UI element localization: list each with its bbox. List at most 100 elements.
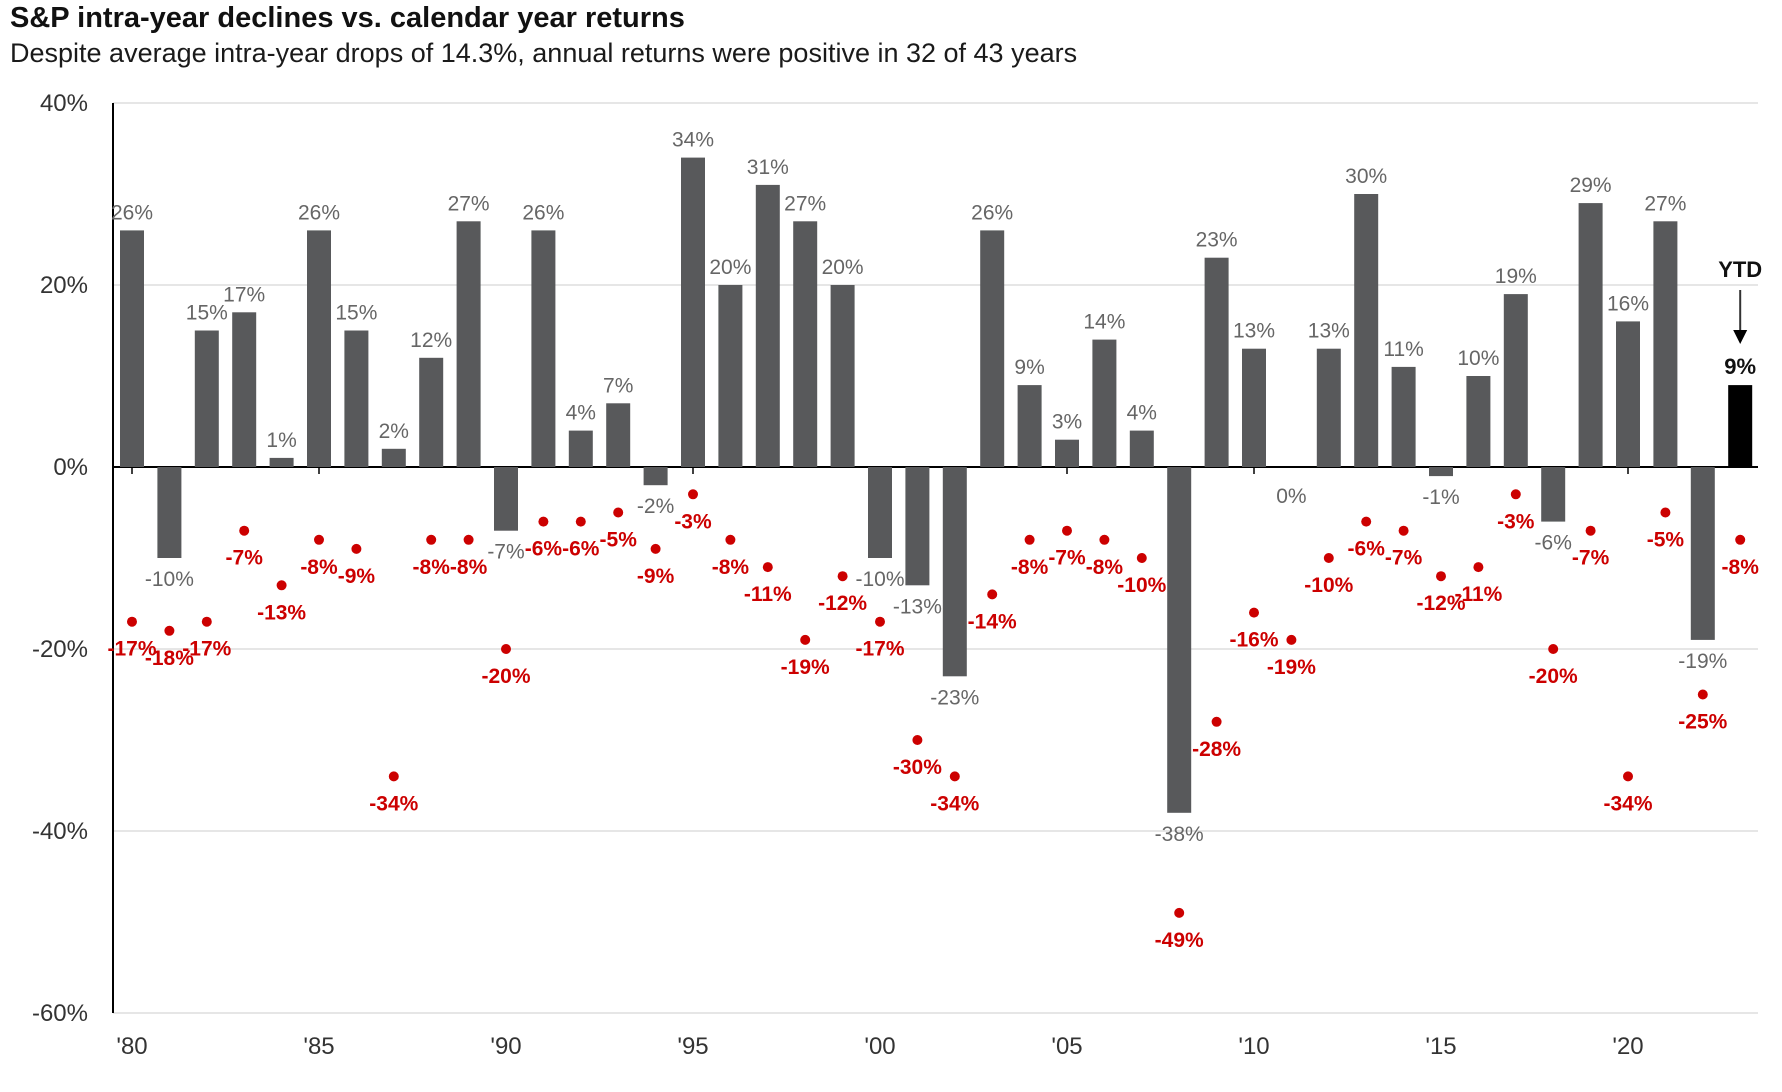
x-tick-label: '95 [677,1033,708,1060]
return-bar [1653,221,1678,467]
decline-dot [1286,634,1297,645]
return-bar [1316,348,1341,467]
ytd-value-label: 9% [1724,354,1756,379]
return-label: -10% [855,568,904,591]
return-bar [1728,385,1753,467]
decline-label: -16% [1229,629,1278,652]
decline-dot [575,516,586,527]
decline-label: -14% [968,610,1017,633]
decline-dot [1211,716,1222,727]
return-label: 10% [1457,347,1499,370]
ytd-annotation: YTD 9% [1718,257,1762,379]
decline-dot [1062,525,1072,536]
return-label: -2% [637,495,674,518]
ytd-label: YTD [1718,257,1762,282]
return-bar [1391,366,1416,467]
decline-label: -17% [182,638,231,661]
decline-label: -11% [744,583,792,606]
decline-dot [201,616,212,627]
return-label: 20% [822,256,864,279]
return-label: 15% [186,302,228,325]
return-bar [830,285,855,467]
decline-dot [1473,562,1484,573]
return-bar [494,467,518,531]
decline-dot [688,489,698,500]
return-bar [531,230,556,467]
decline-label: -7% [1048,547,1086,570]
decline-dot [800,634,811,645]
return-label: 14% [1083,311,1125,334]
return-bar [157,467,182,558]
return-label: 19% [1495,265,1537,288]
return-label: 9% [1014,356,1044,379]
decline-dot [1735,534,1746,545]
decline-dot [1361,516,1372,527]
decline-dot [1398,525,1409,536]
x-tick-label: '20 [1612,1033,1643,1060]
decline-dot [613,507,624,518]
return-bar [120,230,144,467]
return-bar [1429,467,1453,477]
return-bar [419,357,444,467]
return-label: 26% [111,201,153,224]
x-tick-label: '00 [864,1033,895,1060]
decline-label: -6% [562,538,600,561]
return-label: 12% [410,329,452,352]
decline-label: -30% [893,756,942,779]
return-label: 15% [335,302,377,325]
return-bar [1055,439,1079,467]
return-label: 26% [522,201,564,224]
return-label: -6% [1535,532,1572,555]
gridlines [113,102,1758,1014]
return-label: 7% [603,374,633,397]
decline-label: -10% [1117,574,1166,597]
return-bar [1017,385,1042,467]
decline-dot [1510,489,1521,500]
decline-label: -28% [1192,738,1241,761]
decline-dot [1099,534,1110,545]
decline-dot [837,571,848,582]
return-bar [1541,467,1566,522]
return-bar [868,467,892,558]
decline-dot [1660,507,1671,518]
return-bar [381,448,406,467]
ytd-arrow-head [1733,330,1748,344]
decline-label: -9% [637,565,675,588]
return-bar [643,467,668,486]
return-bar [344,330,369,467]
decline-dot [1249,607,1259,618]
decline-label: -6% [525,538,563,561]
decline-label: -7% [226,547,264,570]
return-bar [980,230,1005,467]
decline-label: -8% [712,556,750,579]
return-label: -19% [1678,650,1727,673]
decline-label: -19% [1267,656,1316,679]
decline-label: -20% [481,665,530,688]
return-label: 11% [1383,338,1423,361]
decline-dot [426,534,437,545]
decline-dot [538,516,549,527]
return-bar [1578,203,1603,467]
decline-label: -5% [1647,529,1685,552]
decline-label: -7% [1572,547,1610,570]
x-tick-label: '80 [116,1033,147,1060]
return-label: 2% [379,420,409,443]
return-bar [1354,194,1379,467]
decline-label: -6% [1348,538,1386,561]
decline-label: -8% [450,556,488,579]
return-label: 23% [1196,229,1238,252]
y-tick-label: -40% [32,818,88,845]
data-labels: 26%-10%15%17%1%26%15%2%12%27%-7%26%4%7%-… [107,129,1759,952]
return-bar [568,430,593,467]
decline-label: -11% [1454,583,1502,606]
decline-label: -8% [300,556,338,579]
decline-dot [501,644,511,654]
return-bar [456,221,481,467]
decline-dot [912,735,923,745]
decline-dot [239,525,250,536]
y-tick-label: 40% [40,90,88,117]
decline-label: -8% [1011,556,1049,579]
decline-dot [351,543,362,554]
return-bar [1690,467,1715,640]
decline-label: -7% [1385,547,1423,570]
